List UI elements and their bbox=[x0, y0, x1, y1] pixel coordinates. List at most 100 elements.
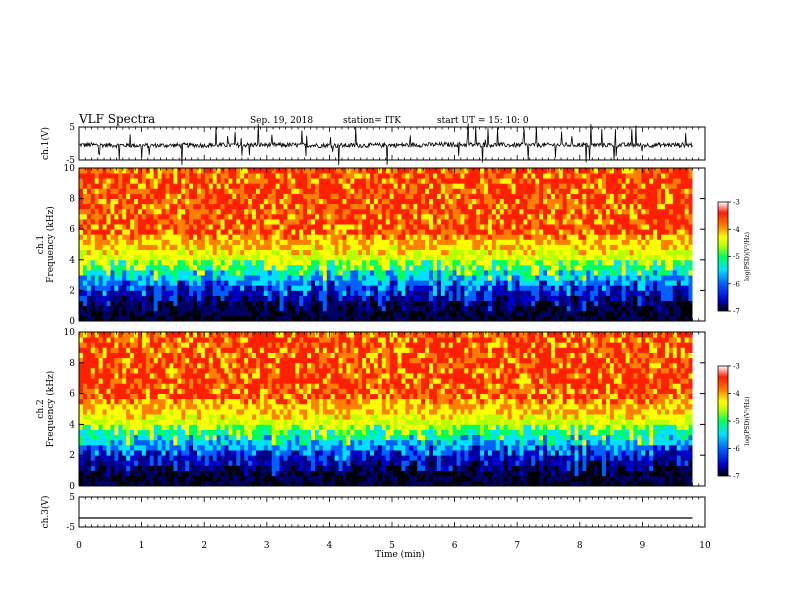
spectrogram-cell bbox=[220, 280, 225, 286]
spectrogram-cell bbox=[102, 249, 107, 256]
spectrogram-cell bbox=[452, 254, 457, 261]
spectrogram-cell bbox=[228, 280, 233, 286]
spectrogram-cell bbox=[605, 264, 611, 271]
spectrogram-cell bbox=[145, 270, 151, 276]
spectrogram-cell bbox=[661, 249, 666, 256]
spectrogram-cell bbox=[145, 290, 151, 296]
spectrogram-cell bbox=[145, 193, 151, 199]
spectrogram-cell bbox=[484, 229, 489, 235]
spectrogram-cell bbox=[602, 239, 607, 245]
spectrogram-cell bbox=[558, 295, 564, 301]
spectrogram-cell bbox=[79, 270, 84, 276]
spectrogram-cell bbox=[393, 310, 398, 317]
spectrogram-cell bbox=[602, 305, 607, 312]
spectrogram-cell bbox=[487, 310, 493, 317]
spectrogram-cell bbox=[641, 270, 646, 276]
spectrogram-cell bbox=[200, 264, 206, 271]
spectrogram-cell bbox=[661, 203, 666, 210]
spectrogram-cell bbox=[409, 168, 414, 174]
spectrogram-cell bbox=[330, 219, 336, 225]
spectrogram-cell bbox=[578, 213, 583, 220]
spectrogram-cell bbox=[558, 275, 564, 281]
spectrogram-cell bbox=[98, 229, 103, 235]
spectrogram-cell bbox=[295, 208, 300, 215]
spectrogram-cell bbox=[613, 229, 619, 235]
spectrogram-cell bbox=[232, 290, 237, 296]
spectrogram-cell bbox=[405, 295, 410, 301]
spectrogram-cell bbox=[161, 290, 166, 296]
spectrogram-cell bbox=[397, 249, 402, 256]
spectrogram-cell bbox=[212, 229, 218, 235]
spectrogram-cell bbox=[228, 239, 233, 245]
spectrogram-cell bbox=[602, 234, 607, 240]
spectrogram-cell bbox=[664, 203, 670, 210]
spectrogram-cell bbox=[484, 198, 489, 205]
spectrogram-cell bbox=[373, 244, 379, 250]
spectrogram-cell bbox=[664, 244, 670, 250]
spectrogram-cell bbox=[141, 229, 147, 235]
spectrogram-cell bbox=[661, 315, 666, 322]
spectrogram-cell bbox=[193, 173, 198, 179]
spectrogram-cell bbox=[373, 229, 379, 235]
spectrogram-cell bbox=[240, 285, 245, 291]
spectrogram-cell bbox=[177, 259, 182, 266]
spectrogram-cell bbox=[586, 259, 591, 266]
spectrogram-cell bbox=[586, 315, 591, 322]
spectrogram-cell bbox=[491, 234, 497, 240]
spectrogram-cell bbox=[177, 229, 182, 235]
spectrogram-cell bbox=[448, 310, 453, 317]
spectrogram-cell bbox=[326, 249, 332, 256]
spectrogram-cell bbox=[90, 183, 96, 189]
spectrogram-cell bbox=[212, 219, 218, 225]
spectrogram-cell bbox=[582, 295, 587, 301]
spectrogram-cell bbox=[279, 188, 284, 194]
spectrogram-cell bbox=[491, 300, 497, 307]
spectrogram-cell bbox=[330, 275, 336, 281]
spectrogram-cell bbox=[358, 178, 363, 184]
spectrogram-cell bbox=[224, 208, 229, 215]
spectrogram-cell bbox=[157, 244, 162, 250]
spectrogram-cell bbox=[334, 224, 339, 230]
spectrogram-cell bbox=[413, 219, 418, 225]
spectrogram-cell bbox=[688, 203, 693, 210]
spectrogram-cell bbox=[503, 270, 509, 276]
spectrogram-cell bbox=[625, 264, 630, 271]
spectrogram-cell bbox=[417, 315, 422, 322]
spectrogram-cell bbox=[570, 280, 575, 286]
spectrogram-cell bbox=[440, 173, 446, 179]
spectrogram-cell bbox=[137, 259, 143, 266]
spectrogram-cell bbox=[224, 270, 229, 276]
spectrogram-cell bbox=[641, 168, 646, 174]
spectrogram-cell bbox=[381, 188, 387, 194]
spectrogram-cell bbox=[200, 254, 206, 261]
spectrogram-cell bbox=[350, 239, 355, 245]
spectrogram-cell bbox=[157, 178, 162, 184]
spectrogram-cell bbox=[334, 188, 339, 194]
spectrogram-cell bbox=[401, 310, 406, 317]
spectrogram-cell bbox=[271, 259, 277, 266]
spectrogram-cell bbox=[204, 270, 210, 276]
spectrogram-cell bbox=[122, 229, 127, 235]
spectrogram-cell bbox=[582, 280, 587, 286]
spectrogram-cell bbox=[637, 213, 642, 220]
spectrogram-cell bbox=[448, 315, 453, 322]
spectrogram-cell bbox=[196, 239, 202, 245]
spectrogram-cell bbox=[629, 290, 634, 296]
spectrogram-cell bbox=[224, 285, 229, 291]
spectrogram-cell bbox=[432, 259, 438, 266]
spectrogram-cell bbox=[649, 264, 654, 271]
spectrogram-cell bbox=[303, 168, 308, 174]
spectrogram-cell bbox=[303, 188, 308, 194]
spectrogram-cell bbox=[212, 305, 218, 312]
spectrogram-cell bbox=[440, 254, 446, 261]
spectrogram-cell bbox=[421, 270, 426, 276]
spectrogram-cell bbox=[220, 224, 225, 230]
spectrogram-cell bbox=[122, 285, 127, 291]
spectrogram-cell bbox=[582, 264, 587, 271]
spectrogram-cell bbox=[283, 198, 288, 205]
spectrogram-cell bbox=[149, 229, 155, 235]
spectrogram-cell bbox=[373, 254, 379, 261]
spectrogram-cell bbox=[562, 244, 568, 250]
spectrogram-cell bbox=[484, 300, 489, 307]
spectrogram-cell bbox=[511, 295, 516, 301]
